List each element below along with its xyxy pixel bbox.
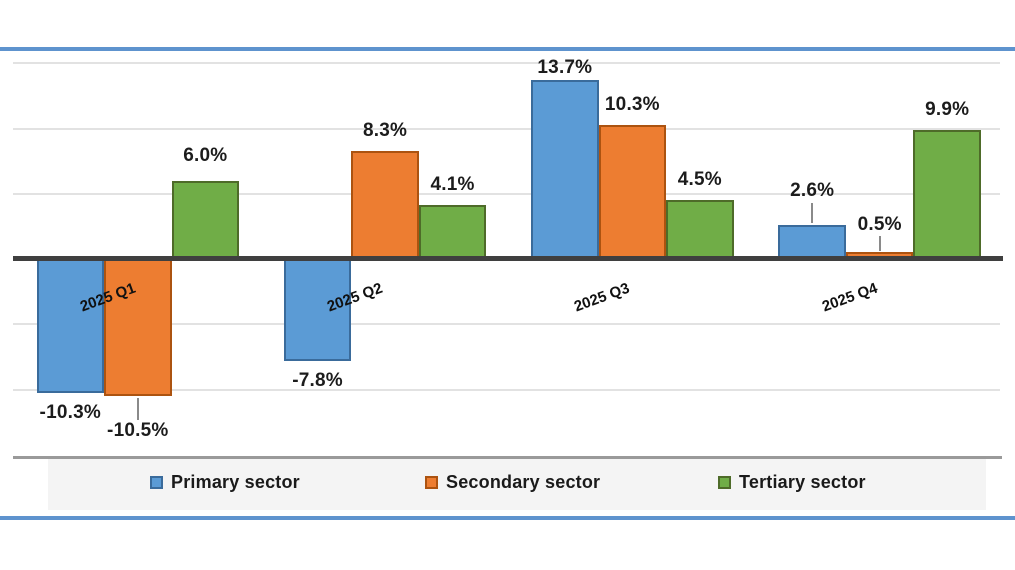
legend-item-secondary-sector: Secondary sector <box>425 472 600 493</box>
x-axis-zero-line <box>13 256 1003 261</box>
bar-tertiary-sector-2025-q4 <box>913 129 981 261</box>
data-label-primary-sector-2025-q1: -10.3% <box>39 402 101 424</box>
data-label-secondary-sector-2025-q1: -10.5% <box>107 420 169 441</box>
legend-top-border <box>13 456 1002 459</box>
bar-primary-sector-2025-q1 <box>36 258 104 394</box>
gridline-15pct <box>13 62 1000 65</box>
legend-background <box>48 459 986 510</box>
leader-line <box>136 398 139 420</box>
secondary-sector-swatch-icon <box>425 476 438 489</box>
data-label-tertiary-sector-2025-q4: 9.9% <box>925 98 970 120</box>
legend-item-primary-sector: Primary sector <box>150 472 300 493</box>
bar-secondary-sector-2025-q3 <box>598 124 667 261</box>
gridline-10pct <box>13 127 1000 130</box>
bar-primary-sector-2025-q4 <box>778 225 846 261</box>
gridline--5pct <box>13 323 1000 326</box>
data-label-secondary-sector-2025-q4: 0.5% <box>857 214 902 235</box>
tertiary-sector-swatch-icon <box>718 476 731 489</box>
legend-label-tertiary-sector: Tertiary sector <box>739 472 866 492</box>
bar-secondary-sector-2025-q1 <box>104 258 172 397</box>
legend-item-tertiary-sector: Tertiary sector <box>718 472 866 493</box>
category-label-2025-q3: 2025 Q3 <box>572 279 633 316</box>
top-border-line <box>0 47 1015 51</box>
legend-label-secondary-sector: Secondary sector <box>446 472 601 492</box>
gridline--10pct <box>13 388 1000 391</box>
data-label-primary-sector-2025-q2: -7.8% <box>292 369 343 391</box>
bar-primary-sector-2025-q3 <box>531 80 599 261</box>
leader-line <box>811 203 814 223</box>
data-label-primary-sector-2025-q3: 13.7% <box>537 57 593 79</box>
data-label-primary-sector-2025-q4: 2.6% <box>790 180 835 201</box>
bottom-border-line <box>0 516 1015 520</box>
leader-line <box>878 236 881 251</box>
primary-sector-swatch-icon <box>150 476 163 489</box>
bar-tertiary-sector-2025-q2 <box>418 205 487 261</box>
bar-tertiary-sector-2025-q1 <box>171 180 239 261</box>
data-label-tertiary-sector-2025-q3: 4.5% <box>677 169 722 191</box>
data-label-tertiary-sector-2025-q1: 6.0% <box>183 144 228 166</box>
data-label-secondary-sector-2025-q2: 8.3% <box>362 119 408 141</box>
bar-secondary-sector-2025-q2 <box>351 150 419 261</box>
data-label-tertiary-sector-2025-q2: 4.1% <box>430 174 475 196</box>
legend-label-primary-sector: Primary sector <box>171 472 300 492</box>
category-label-2025-q4: 2025 Q4 <box>819 279 880 316</box>
gridline-5pct <box>13 192 1000 195</box>
bar-primary-sector-2025-q2 <box>283 258 352 361</box>
bar-tertiary-sector-2025-q3 <box>666 200 734 261</box>
data-label-secondary-sector-2025-q3: 10.3% <box>604 93 660 115</box>
